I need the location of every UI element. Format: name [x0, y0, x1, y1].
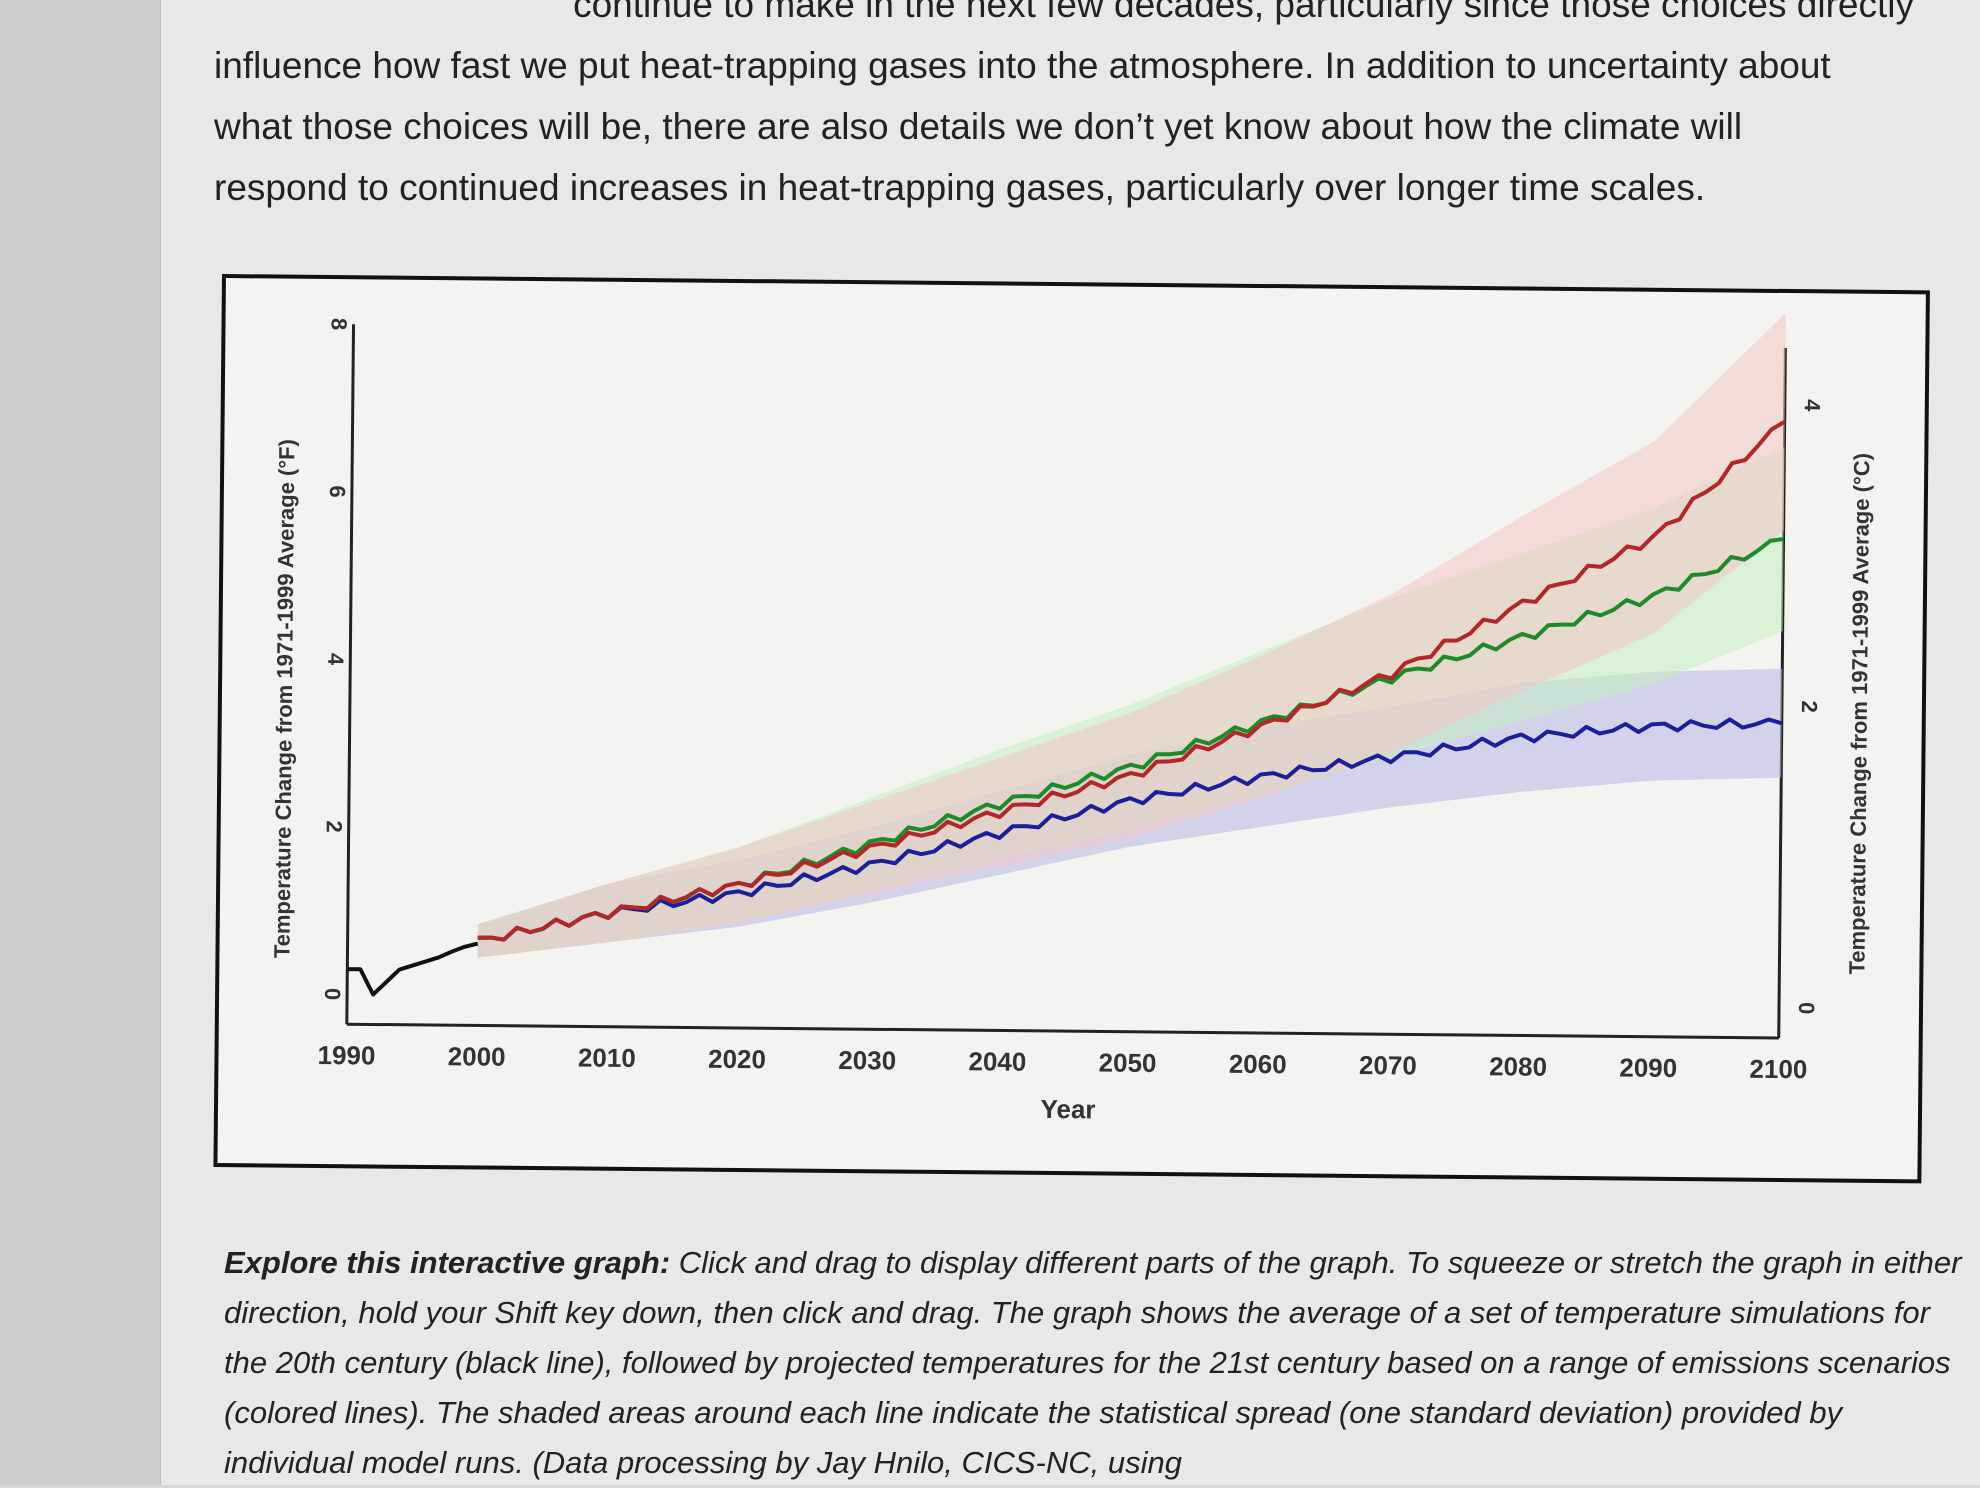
y-tick-label-left: 6: [325, 485, 350, 497]
y-tick-label-right: 4: [1800, 399, 1825, 412]
spread-band-higher-emissions-scenario: [477, 312, 1786, 958]
y-tick-label-left: 0: [320, 988, 345, 1000]
series-line-higher-emissions-scenario: [477, 420, 1786, 942]
x-tick-label: 2060: [1229, 1049, 1287, 1080]
x-tick-label: 2100: [1749, 1054, 1807, 1085]
x-tick-label: 1990: [317, 1040, 375, 1071]
chart-svg[interactable]: Temperature Change from 1971-1999 Averag…: [217, 278, 1925, 1179]
x-axis: [346, 1022, 1779, 1040]
series-line-lower-emissions-scenario: [477, 717, 1783, 942]
intro-line: continue to make in the next few decades…: [573, 0, 1914, 25]
y-axis-label-left: Temperature Change from 1971-1999 Averag…: [269, 439, 299, 958]
x-axis-label: Year: [1040, 1094, 1095, 1125]
caption-lead: Explore this interactive graph:: [224, 1245, 671, 1280]
y-tick-label-left: 2: [322, 820, 347, 832]
series-line-20th-century-simulations: [347, 941, 479, 997]
y-tick-label-left: 4: [323, 653, 348, 666]
intro-line: influence how fast we put heat-trapping …: [214, 45, 1831, 86]
x-tick-label: 2090: [1619, 1052, 1677, 1083]
x-tick-label: 2050: [1098, 1047, 1156, 1078]
intro-line: respond to continued increases in heat-t…: [214, 167, 1706, 208]
x-tick-label: 2020: [708, 1044, 766, 1075]
graph-caption: Explore this interactive graph: Click an…: [224, 1238, 1964, 1488]
y-tick-label-left: 8: [326, 318, 351, 330]
browser-side-margin: [0, 0, 161, 1485]
x-tick-label: 2010: [578, 1042, 636, 1073]
x-tick-label: 2030: [838, 1045, 896, 1076]
interactive-temperature-graph[interactable]: Temperature Change from 1971-1999 Averag…: [213, 274, 1930, 1184]
caption-text: Click and drag to display different part…: [224, 1245, 1962, 1480]
x-tick-label: 2080: [1489, 1051, 1547, 1082]
intro-paragraph: continue to make in the next few decades…: [214, 0, 1974, 218]
intro-line: what those choices will be, there are al…: [214, 106, 1743, 147]
y-axis-label-right: Temperature Change from 1971-1999 Averag…: [1844, 453, 1874, 975]
x-tick-label: 2040: [968, 1046, 1026, 1077]
y-axis-left: [345, 324, 356, 1025]
y-tick-label-right: 2: [1797, 701, 1822, 713]
x-tick-label: 2070: [1359, 1050, 1417, 1081]
x-tick-label: 2000: [448, 1041, 506, 1072]
y-tick-label-right: 0: [1794, 1002, 1819, 1014]
